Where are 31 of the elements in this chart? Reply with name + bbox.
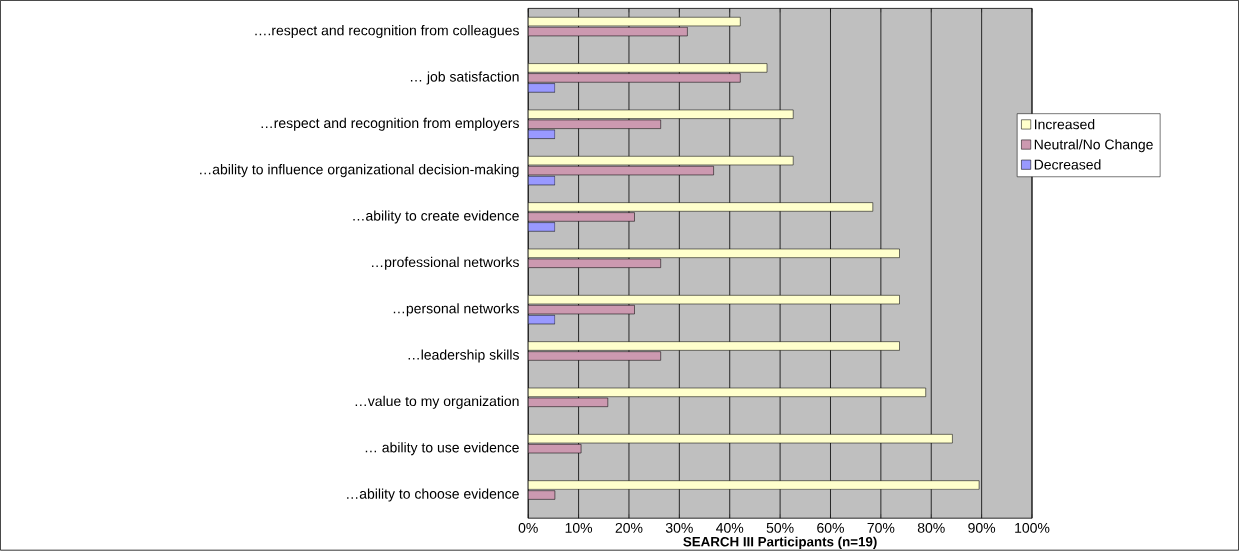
y-tick-label: …respect and recognition from employers [261,118,519,132]
y-tick-label: …personal networks [393,303,519,317]
y-tick-label: …ability to influence organizational decision-making [200,164,519,178]
bar [528,341,900,351]
x-tick-label: 90% [968,523,996,534]
x-tick-label: 10% [565,523,593,534]
bar [528,480,980,490]
x-tick-label: 0% [518,523,538,534]
bar [528,63,768,73]
legend-label: Neutral/No Change [1034,139,1153,153]
y-tick-label: ….respect and recognition from colleagues [255,25,519,39]
x-tick-label: 50% [766,523,794,534]
y-tick-label: …ability to choose evidence [347,488,519,502]
x-axis-title: SEARCH III Participants (n=19) [683,536,877,550]
y-tick-label: … job satisfaction [410,71,519,85]
x-tick-label: 60% [817,523,844,534]
x-tick-label: 70% [867,523,895,534]
y-tick-label: …leadership skills [408,349,519,363]
bar [528,490,556,500]
y-tick-label: …professional networks [372,257,519,271]
bar [528,202,874,212]
x-tick-label: 100% [1015,523,1050,534]
x-tick-label: 20% [615,523,643,534]
x-tick-label: 40% [716,523,744,534]
y-tick-label: … ability to use evidence [365,442,519,456]
y-tick-label: …value to my organization [355,396,519,410]
legend-label: Increased [1034,119,1095,130]
y-tick-label: …ability to create evidence [353,210,519,224]
x-tick-label: 30% [665,523,693,534]
x-tick-label: 80% [917,523,945,534]
legend-label: Decreased [1034,159,1101,170]
